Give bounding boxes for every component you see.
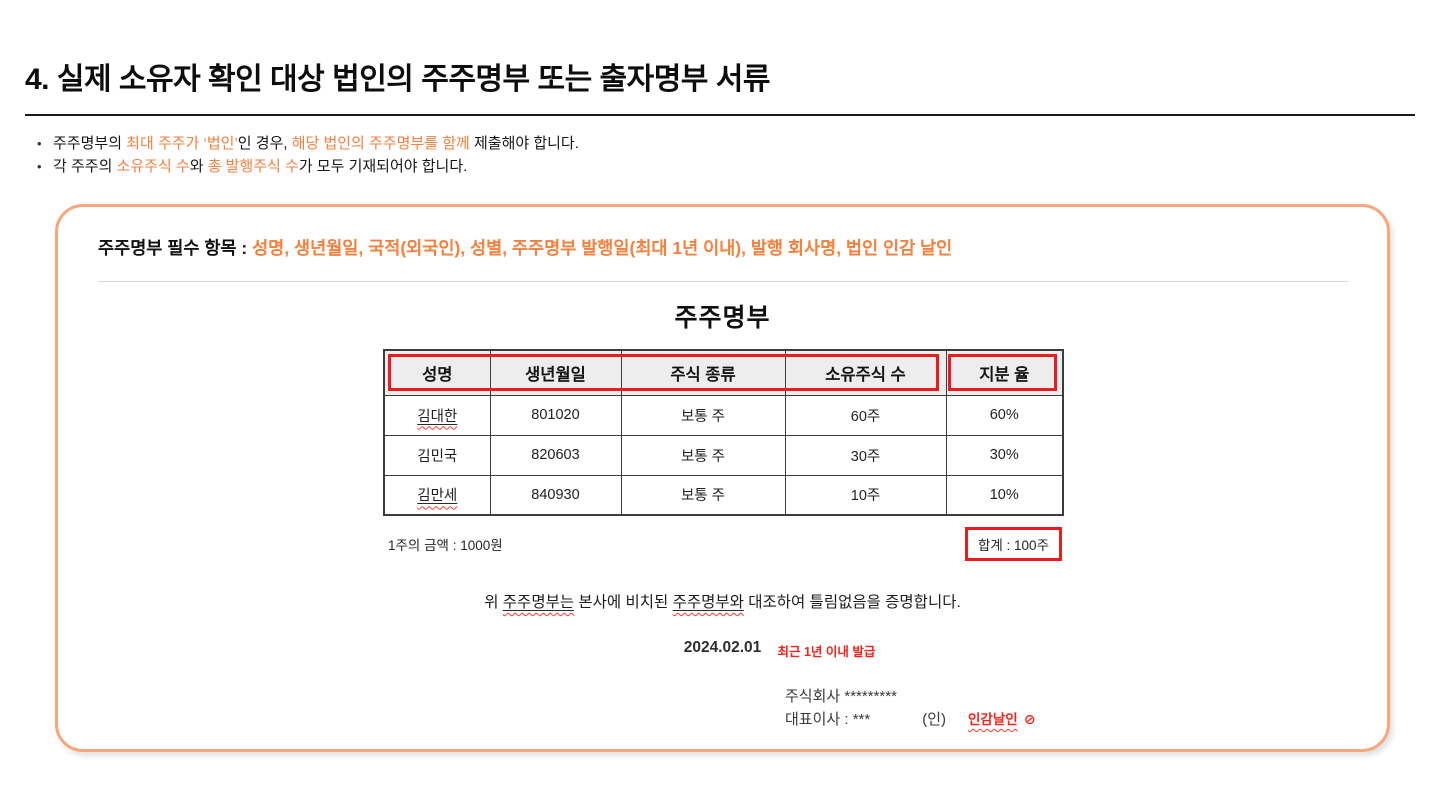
issuer-block: 주식회사 ********* 대표이사 : *** (인) 인감날인 ⊘ [785, 685, 1062, 731]
intro-bullet-list: 주주명부의 최대 주주가 ‘법인’인 경우, 해당 법인의 주주명부를 함께 제… [35, 132, 1415, 178]
bullet1-highlight2: 해당 법인의 주주명부를 함께 [291, 135, 470, 152]
summary-row: 1주의 금액 : 1000원 합계 : 100주 [383, 527, 1062, 561]
registry-table: 성명 생년월일 주식 종류 소유주식 수 지분 율 김대한 801020 보통 … [383, 349, 1064, 516]
registry-table-wrap: 성명 생년월일 주식 종류 소유주식 수 지분 율 김대한 801020 보통 … [383, 349, 1064, 516]
bullet2-text: 각 주주의 [53, 158, 117, 175]
cell-name: 김민국 [383, 434, 491, 476]
panel-divider [98, 281, 1348, 282]
cert-underlined2: 주주명부와 [672, 594, 744, 611]
cert-text: 위 [484, 594, 503, 611]
cell-shares: 30주 [784, 434, 947, 476]
header-birthdate: 생년월일 [489, 349, 622, 396]
header-shares-owned: 소유주식 수 [784, 349, 947, 396]
cell-name: 김대한 [383, 394, 491, 436]
table-header-row: 성명 생년월일 주식 종류 소유주식 수 지분 율 [383, 349, 1064, 396]
certification-statement: 위 주주명부는 본사에 비치된 주주명부와 대조하여 틀림없음을 증명합니다. [383, 590, 1062, 612]
cell-ratio: 60% [945, 394, 1064, 436]
header-stock-type: 주식 종류 [620, 349, 786, 396]
cell-stock-type: 보통 주 [620, 474, 786, 516]
header-name: 성명 [383, 349, 491, 396]
page-title: 4. 실제 소유자 확인 대상 법인의 주주명부 또는 출자명부 서류 [25, 63, 770, 96]
seal-placeholder: (인) [922, 711, 947, 728]
cert-text3: 대조하여 틀림없음을 증명합니다. [743, 594, 961, 611]
total-shares-box: 합계 : 100주 [964, 527, 1062, 561]
issuer-company: 주식회사 ********* [785, 688, 897, 705]
required-items-line: 주주명부 필수 항목 : 성명, 생년월일, 국적(외국인), 성별, 주주명부… [98, 235, 1347, 260]
cell-stock-type: 보통 주 [620, 394, 786, 436]
cell-shares: 10주 [784, 474, 947, 516]
issuer-ceo-line: 대표이사 : *** (인) 인감날인 ⊘ [785, 708, 1062, 731]
bullet1-highlight1: 최대 주주가 ‘법인’ [126, 135, 238, 152]
requirements-panel: 주주명부 필수 항목 : 성명, 생년월일, 국적(외국인), 성별, 주주명부… [55, 204, 1390, 752]
table-row: 김민국 820603 보통 주 30주 30% [383, 434, 1064, 476]
cert-text2: 본사에 비치된 [574, 594, 673, 611]
cell-ratio: 30% [945, 434, 1064, 476]
bullet-largest-shareholder: 주주명부의 최대 주주가 ‘법인’인 경우, 해당 법인의 주주명부를 함께 제… [35, 132, 1415, 155]
cell-stock-type: 보통 주 [620, 434, 786, 476]
bullet1-text3: 제출해야 합니다. [469, 135, 579, 152]
page: 4. 실제 소유자 확인 대상 법인의 주주명부 또는 출자명부 서류 주주명부… [0, 54, 1440, 752]
bullet2-text3: 가 모두 기재되어야 합니다. [298, 158, 468, 175]
seal-note: 인감날인 [968, 712, 1018, 727]
cell-birthdate: 840930 [489, 474, 622, 516]
bullet2-highlight2: 총 발행주식 수 [207, 158, 299, 175]
cell-shares: 60주 [784, 394, 947, 436]
cert-underlined1: 주주명부는 [502, 594, 575, 611]
issuer-ceo: 대표이사 : *** [785, 711, 871, 728]
bullet1-text: 주주명부의 [53, 135, 127, 152]
bullet2-highlight1: 소유주식 수 [116, 158, 190, 175]
title-divider [25, 114, 1415, 116]
per-share-value: 1주의 금액 : 1000원 [388, 538, 503, 553]
issue-date: 2024.02.01 [683, 639, 762, 656]
required-items-values: 성명, 생년월일, 국적(외국인), 성별, 주주명부 발행일(최대 1년 이내… [252, 238, 953, 258]
header-ownership-ratio: 지분 율 [945, 349, 1064, 396]
cell-ratio: 10% [945, 474, 1064, 516]
document-title: 주주명부 [674, 304, 771, 332]
cell-birthdate: 801020 [489, 394, 622, 436]
table-row: 김대한 801020 보통 주 60주 60% [383, 394, 1064, 436]
sample-shareholder-registry: 주주명부 성명 생년월일 주식 종류 소유주식 수 지분 율 김대한 80102… [383, 298, 1064, 731]
cell-name: 김만세 [383, 474, 491, 516]
seal-stamp-icon: ⊘ [1022, 710, 1037, 728]
issue-date-note: 최근 1년 이내 발급 [777, 645, 876, 659]
required-items-label: 주주명부 필수 항목 : [98, 238, 253, 258]
bullet2-text2: 와 [189, 158, 208, 175]
cell-birthdate: 820603 [489, 434, 622, 476]
bullet1-text2: 인 경우, [237, 135, 292, 152]
table-row: 김만세 840930 보통 주 10주 10% [383, 474, 1064, 516]
issue-date-line: 2024.02.01 최근 1년 이내 발급 [383, 639, 1062, 661]
bullet-share-counts: 각 주주의 소유주식 수와 총 발행주식 수가 모두 기재되어야 합니다. [35, 155, 1415, 178]
